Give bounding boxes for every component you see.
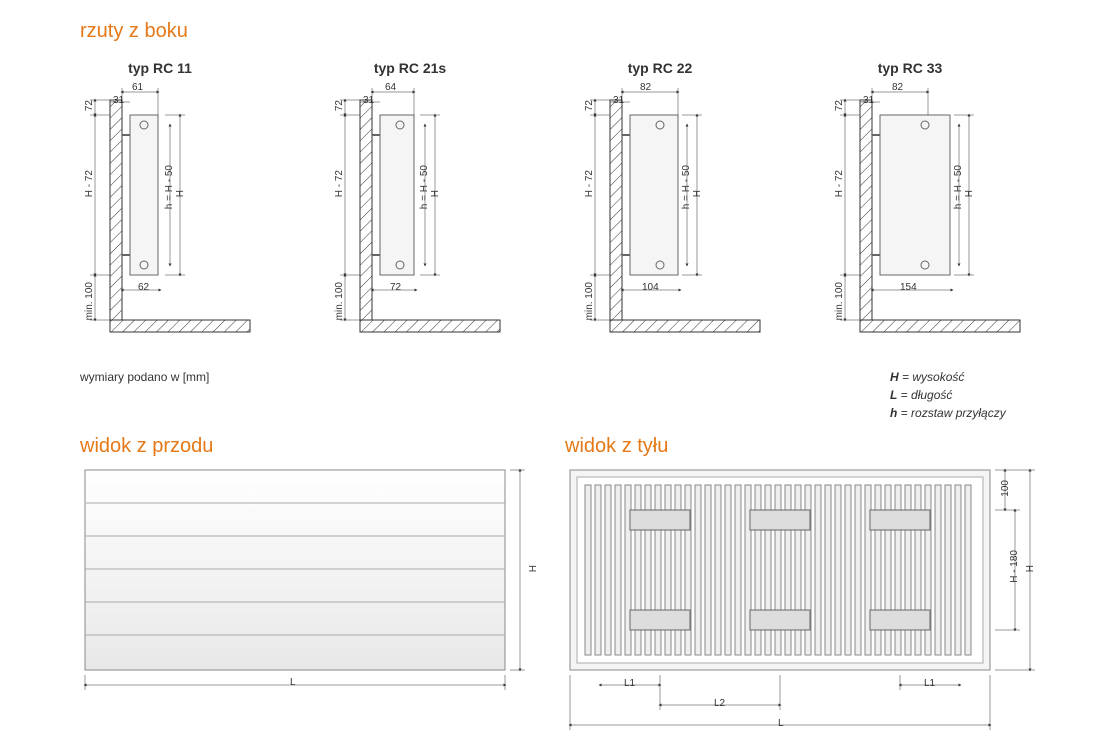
- legend-l: L = długość: [890, 388, 952, 402]
- dim-72-3: 72: [584, 100, 595, 111]
- dim-rc21s-top: 64: [385, 82, 396, 93]
- dim-h: H: [175, 190, 186, 197]
- dim-h-2: H: [430, 190, 441, 197]
- section-title-back: widok z tyłu: [565, 435, 668, 458]
- dim-rc33-hook: 31: [863, 95, 874, 106]
- dim-72-4: 72: [834, 100, 845, 111]
- type-label-rc11: typ RC 11: [120, 60, 200, 76]
- dim-rc11-bottom: 62: [138, 282, 149, 293]
- dim-rc22-bottom: 104: [642, 282, 659, 293]
- back-dim-h: H: [1025, 565, 1036, 572]
- dim-72: 72: [84, 100, 95, 111]
- side-diagram-rc22: [580, 80, 770, 340]
- dim-rc22-hook: 31: [613, 95, 624, 106]
- dim-min100-4: min. 100: [834, 282, 845, 320]
- front-view-diagram: [80, 465, 540, 735]
- dim-h72-3: H - 72: [584, 170, 595, 197]
- back-dim-l1-left: L1: [624, 678, 635, 689]
- side-diagram-rc11: [80, 80, 260, 340]
- dim-min100: min. 100: [84, 282, 95, 320]
- dim-hformula: h = H - 50: [164, 165, 175, 209]
- front-dim-l: L: [290, 677, 296, 688]
- dimensions-note: wymiary podano w [mm]: [80, 370, 209, 384]
- front-dim-h: H: [528, 565, 539, 572]
- legend-h2: h = rozstaw przyłączy: [890, 406, 1006, 420]
- back-dim-l2: L2: [714, 698, 725, 709]
- type-label-rc21s: typ RC 21s: [370, 60, 450, 76]
- dim-hformula-3: h = H - 50: [681, 165, 692, 209]
- side-diagram-rc33: [830, 80, 1030, 340]
- type-label-rc33: typ RC 33: [870, 60, 950, 76]
- dim-72-2: 72: [334, 100, 345, 111]
- dim-rc11-top: 61: [132, 82, 143, 93]
- dim-hformula-4: h = H - 50: [953, 165, 964, 209]
- type-label-rc22: typ RC 22: [620, 60, 700, 76]
- dim-rc21s-hook: 31: [363, 95, 374, 106]
- section-title-side: rzuty z boku: [80, 20, 188, 43]
- section-title-front: widok z przodu: [80, 435, 213, 458]
- dim-rc33-top: 82: [892, 82, 903, 93]
- dim-min100-2: min. 100: [334, 282, 345, 320]
- dim-h72: H - 72: [84, 170, 95, 197]
- dim-rc22-top: 82: [640, 82, 651, 93]
- dim-hformula-2: h = H - 50: [419, 165, 430, 209]
- back-dim-100: 100: [1000, 480, 1011, 497]
- dim-h72-4: H - 72: [834, 170, 845, 197]
- side-diagram-rc21s: [330, 80, 510, 340]
- legend-h: H = H = wysokośćwysokość: [890, 370, 964, 384]
- back-dim-l1-right: L1: [924, 678, 935, 689]
- dim-h-3: H: [692, 190, 703, 197]
- dim-min100-3: min. 100: [584, 282, 595, 320]
- dim-h72-2: H - 72: [334, 170, 345, 197]
- dim-rc21s-bottom: 72: [390, 282, 401, 293]
- back-dim-l: L: [778, 718, 784, 729]
- dim-h-4: H: [964, 190, 975, 197]
- dim-rc11-hook: 31: [113, 95, 124, 106]
- back-dim-h180: H - 180: [1009, 550, 1020, 583]
- dim-rc33-bottom: 154: [900, 282, 917, 293]
- back-view-diagram: [565, 465, 1055, 745]
